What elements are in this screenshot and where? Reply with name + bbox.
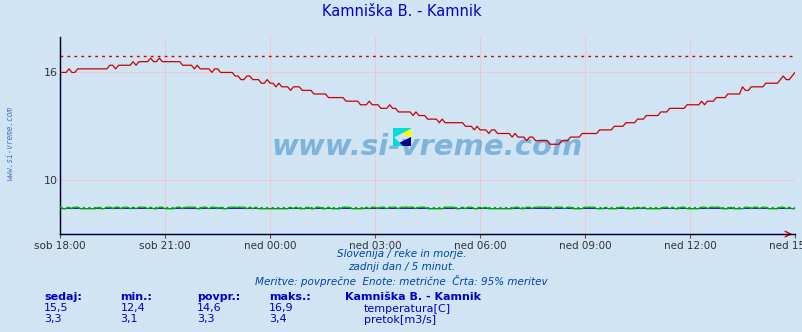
Text: Kamniška B. - Kamnik: Kamniška B. - Kamnik [322,4,480,19]
Polygon shape [393,128,411,137]
Text: 3,3: 3,3 [196,314,214,324]
Text: 14,6: 14,6 [196,303,221,313]
Text: povpr.:: povpr.: [196,292,240,302]
Text: Meritve: povprečne  Enote: metrične  Črta: 95% meritev: Meritve: povprečne Enote: metrične Črta:… [255,275,547,287]
Text: pretok[m3/s]: pretok[m3/s] [363,315,435,325]
Text: min.:: min.: [120,292,152,302]
Text: 3,1: 3,1 [120,314,138,324]
Text: 16,9: 16,9 [269,303,294,313]
Text: Kamniška B. - Kamnik: Kamniška B. - Kamnik [345,292,480,302]
Text: www.si-vreme.com: www.si-vreme.com [272,133,582,161]
Text: www.si-vreme.com: www.si-vreme.com [6,106,15,180]
Text: temperatura[C]: temperatura[C] [363,304,450,314]
Text: sedaj:: sedaj: [44,292,82,302]
Text: zadnji dan / 5 minut.: zadnji dan / 5 minut. [347,262,455,272]
Text: Slovenija / reke in morje.: Slovenija / reke in morje. [336,249,466,259]
Polygon shape [393,137,411,146]
Text: 12,4: 12,4 [120,303,145,313]
Text: 15,5: 15,5 [44,303,69,313]
Text: 3,4: 3,4 [269,314,286,324]
Polygon shape [393,137,402,146]
Text: maks.:: maks.: [269,292,310,302]
Text: 3,3: 3,3 [44,314,62,324]
Polygon shape [393,128,411,137]
